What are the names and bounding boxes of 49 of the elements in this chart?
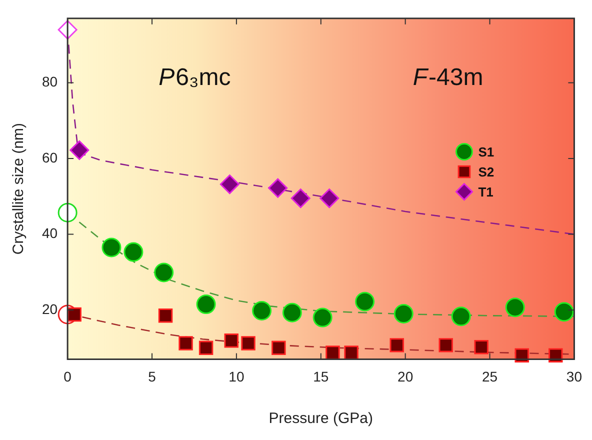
x-tick-label: 20 — [398, 368, 414, 384]
x-tick-label: 30 — [566, 368, 582, 384]
point — [102, 238, 122, 258]
point — [438, 338, 453, 352]
x-tick-label: 0 — [64, 368, 72, 384]
point — [548, 348, 563, 363]
point — [224, 334, 238, 348]
y-tick-label: 40 — [42, 225, 58, 242]
point — [158, 308, 173, 323]
point — [196, 294, 216, 314]
annotation: F-43m — [412, 64, 484, 92]
point — [394, 304, 414, 324]
point — [514, 348, 529, 363]
point — [355, 292, 375, 312]
point — [312, 308, 332, 328]
x-tick-label: 15 — [313, 368, 329, 384]
x-axis-title: Pressure (GPa) — [268, 410, 373, 428]
point — [58, 202, 78, 222]
point — [505, 298, 525, 318]
point — [124, 242, 144, 262]
point — [154, 262, 174, 282]
legend-label: T1 — [478, 184, 494, 200]
point — [290, 188, 310, 208]
point — [344, 346, 358, 360]
legend-label: S2 — [478, 164, 494, 180]
point — [474, 340, 488, 354]
point — [390, 338, 404, 352]
point — [272, 340, 286, 355]
x-tick-label: 10 — [228, 368, 244, 384]
point — [252, 300, 272, 320]
point — [320, 188, 340, 208]
point — [326, 346, 340, 360]
point — [451, 306, 471, 326]
legend-label: S1 — [478, 144, 494, 160]
point — [70, 140, 90, 160]
y-axis-title: Crystallite size (nm) — [10, 122, 28, 255]
point — [282, 302, 302, 322]
point — [268, 178, 288, 198]
point — [220, 174, 240, 194]
point — [178, 336, 193, 350]
annotation: P6₃mc — [158, 64, 231, 92]
x-tick-label: 5 — [148, 368, 156, 384]
y-tick-label: 80 — [42, 74, 58, 90]
x-tick-label: 25 — [482, 368, 498, 384]
y-tick-label: 60 — [42, 149, 58, 166]
point — [198, 340, 214, 355]
point — [554, 302, 574, 322]
y-tick-label: 20 — [42, 300, 58, 317]
point — [241, 336, 256, 350]
